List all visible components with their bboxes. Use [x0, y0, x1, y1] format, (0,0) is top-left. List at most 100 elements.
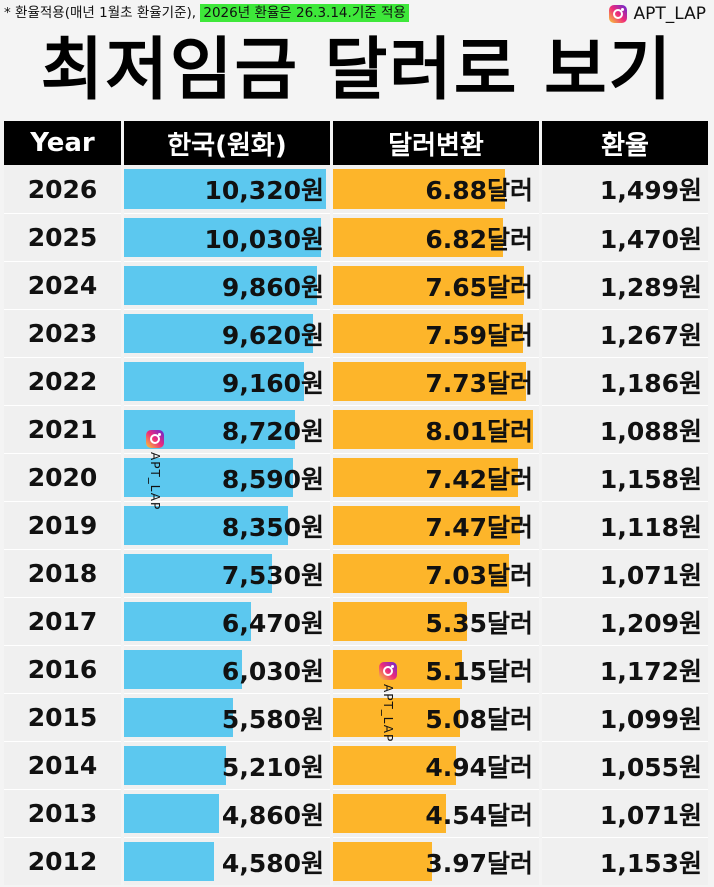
usd-value: 4.94달러	[425, 752, 533, 782]
header-krw: 한국(원화)	[124, 121, 330, 165]
usd-value: 5.15달러	[425, 656, 533, 686]
usd-value: 7.42달러	[425, 464, 533, 494]
brand-handle: APT_LAP	[633, 4, 706, 24]
wage-table: Year 한국(원화) 달러변환 환율 2026 10,320원 6.88달러 1,4…	[4, 121, 708, 885]
header-usd: 달러변환	[333, 121, 539, 165]
usd-bar	[333, 554, 509, 593]
rate-cell: 1,088원	[542, 405, 708, 453]
krw-value: 7,530원	[221, 560, 324, 590]
table-row: 2016 6,030원 5.15달러 1,172원	[4, 645, 708, 693]
usd-cell: 5.35달러	[333, 597, 539, 645]
usd-bar	[333, 794, 446, 833]
usd-value: 6.88달러	[425, 176, 533, 205]
watermark-text: APT_LAP	[381, 684, 395, 743]
krw-value: 9,620원	[221, 320, 324, 350]
usd-value: 4.54달러	[425, 800, 533, 830]
table-row: 2020 8,590원 7.42달러 1,158원	[4, 453, 708, 501]
usd-cell: 7.73달러	[333, 357, 539, 405]
krw-cell: 6,470원	[124, 597, 330, 645]
krw-bar	[124, 266, 317, 305]
table-row: 2014 5,210원 4.94달러 1,055원	[4, 741, 708, 789]
header-year: Year	[4, 121, 121, 165]
usd-cell: 5.08달러	[333, 693, 539, 741]
watermark-krw: APT_LAP	[146, 430, 164, 510]
usd-value: 6.82달러	[425, 224, 533, 254]
table-row: 2013 4,860원 4.54달러 1,071원	[4, 789, 708, 837]
usd-bar	[333, 218, 503, 257]
page-title: 최저임금 달러로 보기	[40, 31, 674, 110]
usd-bar	[333, 169, 505, 209]
usd-value: 7.73달러	[425, 368, 533, 398]
table-row: 2024 9,860원 7.65달러 1,289원	[4, 261, 708, 309]
year-cell: 2016	[4, 645, 121, 693]
krw-value: 6,470원	[221, 608, 324, 638]
usd-value: 7.47달러	[425, 512, 533, 542]
rate-cell: 1,209원	[542, 597, 708, 645]
krw-value: 8,720원	[221, 416, 324, 446]
krw-value: 4,860원	[221, 800, 324, 830]
rate-cell: 1,153원	[542, 837, 708, 885]
year-cell: 2012	[4, 837, 121, 885]
krw-cell: 8,350원	[124, 501, 330, 549]
krw-bar	[124, 650, 242, 689]
rate-cell: 1,099원	[542, 693, 708, 741]
krw-value: 5,580원	[221, 704, 324, 734]
krw-bar	[124, 218, 321, 257]
year-cell: 2013	[4, 789, 121, 837]
krw-bar	[124, 506, 288, 545]
year-cell: 2021	[4, 405, 121, 453]
year-cell: 2023	[4, 309, 121, 357]
watermark-text: APT_LAP	[148, 452, 162, 511]
rate-cell: 1,499원	[542, 165, 708, 213]
rate-cell: 1,289원	[542, 261, 708, 309]
instagram-icon	[379, 662, 397, 680]
note-text: * 환율적용(매년 1월초 환율기준),	[4, 5, 197, 21]
usd-bar	[333, 458, 518, 497]
krw-bar	[124, 458, 293, 497]
year-cell: 2017	[4, 597, 121, 645]
krw-value: 8,350원	[221, 512, 324, 542]
year-cell: 2022	[4, 357, 121, 405]
year-cell: 2025	[4, 213, 121, 261]
krw-bar	[124, 314, 313, 353]
rate-cell: 1,470원	[542, 213, 708, 261]
year-cell: 2018	[4, 549, 121, 597]
krw-value: 10,320원	[204, 176, 324, 205]
table-row: 2019 8,350원 7.47달러 1,118원	[4, 501, 708, 549]
usd-cell: 7.03달러	[333, 549, 539, 597]
table-row: 2022 9,160원 7.73달러 1,186원	[4, 357, 708, 405]
note-highlight: 2026년 환율은 26.3.14.기준 적용	[200, 4, 409, 22]
rate-cell: 1,118원	[542, 501, 708, 549]
usd-bar	[333, 698, 460, 737]
table-row: 2017 6,470원 5.35달러 1,209원	[4, 597, 708, 645]
krw-cell: 5,210원	[124, 741, 330, 789]
table-row: 2021 8,720원 8.01달러 1,088원	[4, 405, 708, 453]
krw-cell: 4,860원	[124, 789, 330, 837]
krw-value: 10,030원	[204, 224, 324, 254]
year-cell: 2020	[4, 453, 121, 501]
year-cell: 2014	[4, 741, 121, 789]
krw-cell: 10,320원	[124, 165, 330, 213]
usd-cell: 7.65달러	[333, 261, 539, 309]
krw-cell: 9,860원	[124, 261, 330, 309]
usd-bar	[333, 314, 523, 353]
header-rate: 환율	[542, 121, 708, 165]
table-row: 2018 7,530원 7.03달러 1,071원	[4, 549, 708, 597]
usd-cell: 6.82달러	[333, 213, 539, 261]
table-body: 2026 10,320원 6.88달러 1,499원 2025 10,030원 6.82달러…	[4, 165, 708, 885]
usd-cell: 7.59달러	[333, 309, 539, 357]
krw-cell: 6,030원	[124, 645, 330, 693]
usd-value: 5.35달러	[425, 608, 533, 638]
table-row: 2015 5,580원 5.08달러 1,099원	[4, 693, 708, 741]
usd-bar	[333, 506, 520, 545]
brand-tag: APT_LAP	[609, 2, 706, 26]
usd-cell: 7.47달러	[333, 501, 539, 549]
krw-cell: 4,580원	[124, 837, 330, 885]
rate-cell: 1,071원	[542, 789, 708, 837]
krw-bar	[124, 554, 272, 593]
krw-bar	[124, 842, 214, 881]
krw-value: 9,160원	[221, 368, 324, 398]
year-cell: 2024	[4, 261, 121, 309]
usd-value: 8.01달러	[425, 416, 533, 446]
instagram-icon	[609, 5, 628, 23]
